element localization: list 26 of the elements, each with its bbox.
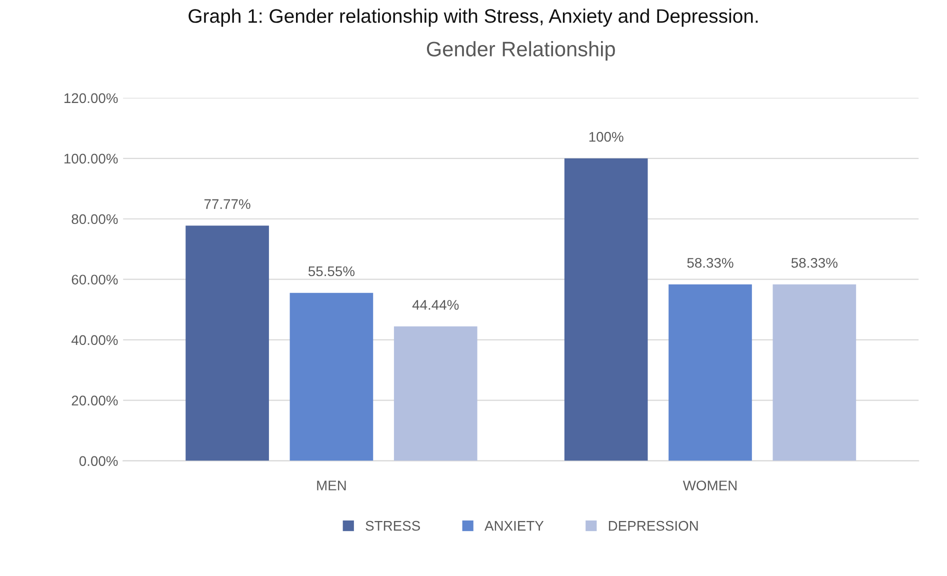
caption: Graph 1: Gender relationship with Stress, Anxiety and Depression. [188,8,758,27]
data-label: 44.44% [412,300,459,310]
bar [186,226,269,461]
y-tick-label: 0.00% [79,456,118,466]
data-label: 58.33% [791,258,838,268]
bar [668,284,752,461]
bar [772,284,856,461]
bar [564,158,648,461]
y-tick-label: 120.00% [64,93,118,104]
y-tick-label: 40.00% [71,335,118,346]
data-label: 100% [589,132,624,142]
data-label: 55.55% [308,266,355,276]
legend-label: DEPRESSION [608,520,698,531]
legend-label: ANXIETY [484,521,544,531]
x-tick-label: MEN [317,480,346,490]
bar [394,326,478,461]
y-tick-label: 100.00% [64,154,118,164]
legend-label: STRESS [366,520,420,531]
bar [290,292,374,461]
y-tick-label: 60.00% [72,274,118,285]
y-tick-label: 80.00% [72,214,118,224]
chart-title: Gender Relationship [426,41,615,61]
data-label: 77.77% [204,199,250,209]
y-tick-label: 20.00% [72,396,118,406]
data-label: 58.33% [687,258,734,268]
x-tick-label: WOMEN [682,480,737,490]
